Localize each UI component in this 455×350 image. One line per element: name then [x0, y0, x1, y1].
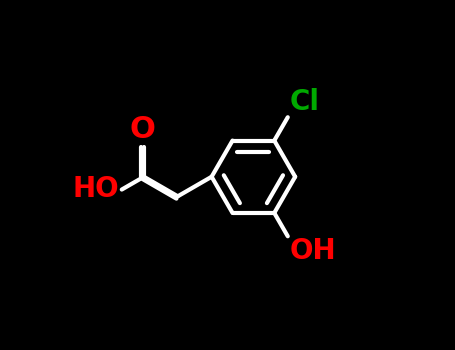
Text: O: O	[130, 116, 156, 145]
Text: OH: OH	[289, 237, 336, 265]
Text: Cl: Cl	[289, 88, 319, 116]
Text: HO: HO	[73, 175, 120, 203]
